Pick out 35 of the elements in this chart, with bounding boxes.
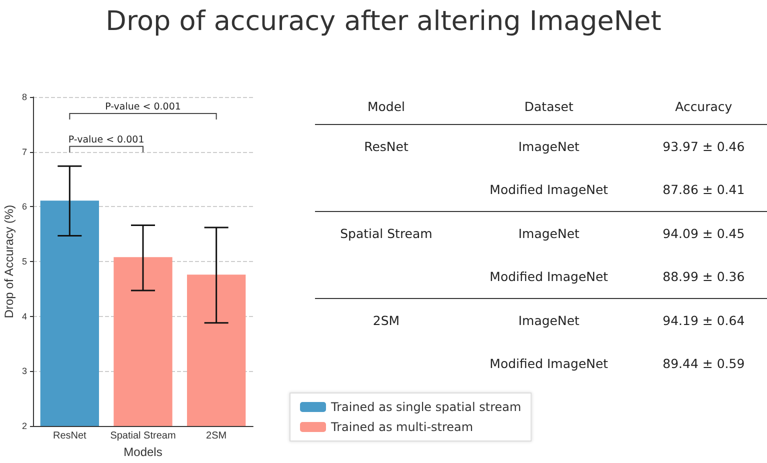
text: ResNet — [364, 139, 408, 154]
y-axis-title: Drop of Accuracy (%) — [2, 204, 16, 318]
annotation: P-value < 0.001 — [68, 134, 144, 146]
y-tick-label: 2 — [22, 421, 27, 431]
legend-label: Trained as single spatial stream — [330, 400, 522, 414]
y-tick-label: 7 — [22, 146, 27, 157]
text: Modified ImageNet — [490, 269, 608, 284]
x-tick-label: 2SM — [206, 430, 227, 442]
x-tick-label: ResNet — [52, 430, 87, 442]
text: 2SM — [372, 313, 400, 328]
text: Spatial Stream — [340, 226, 432, 241]
text: ImageNet — [518, 139, 580, 154]
y-tick-label: 3 — [22, 366, 27, 376]
text: 87.86 ± 0.41 — [662, 182, 745, 197]
category-label: Dataset — [457, 88, 640, 124]
category-label: Model — [315, 88, 458, 124]
text: ImageNet — [518, 226, 580, 241]
x-axis-title: Models — [124, 445, 162, 459]
y-tick-label: 5 — [22, 256, 27, 266]
legend-label: Trained as multi-stream — [330, 420, 474, 434]
text: Modified ImageNet — [490, 182, 608, 197]
text: Modified ImageNet — [490, 356, 608, 371]
text: Drop of accuracy after altering ImageNet — [104, 6, 662, 37]
text: 88.99 ± 0.36 — [662, 269, 745, 284]
text: 94.09 ± 0.45 — [662, 226, 745, 241]
y-tick-label: 4 — [22, 311, 27, 322]
annotation: P-value < 0.001 — [105, 101, 181, 112]
text: ImageNet — [518, 313, 580, 328]
text: 94.19 ± 0.64 — [662, 313, 745, 328]
text: 93.97 ± 0.46 — [662, 139, 745, 154]
text: 89.44 ± 0.59 — [662, 356, 745, 371]
category-label: Accuracy — [640, 88, 767, 124]
y-tick-label: 6 — [22, 202, 27, 212]
x-tick-label: Spatial Stream — [110, 430, 176, 442]
y-tick-label: 8 — [22, 92, 27, 102]
